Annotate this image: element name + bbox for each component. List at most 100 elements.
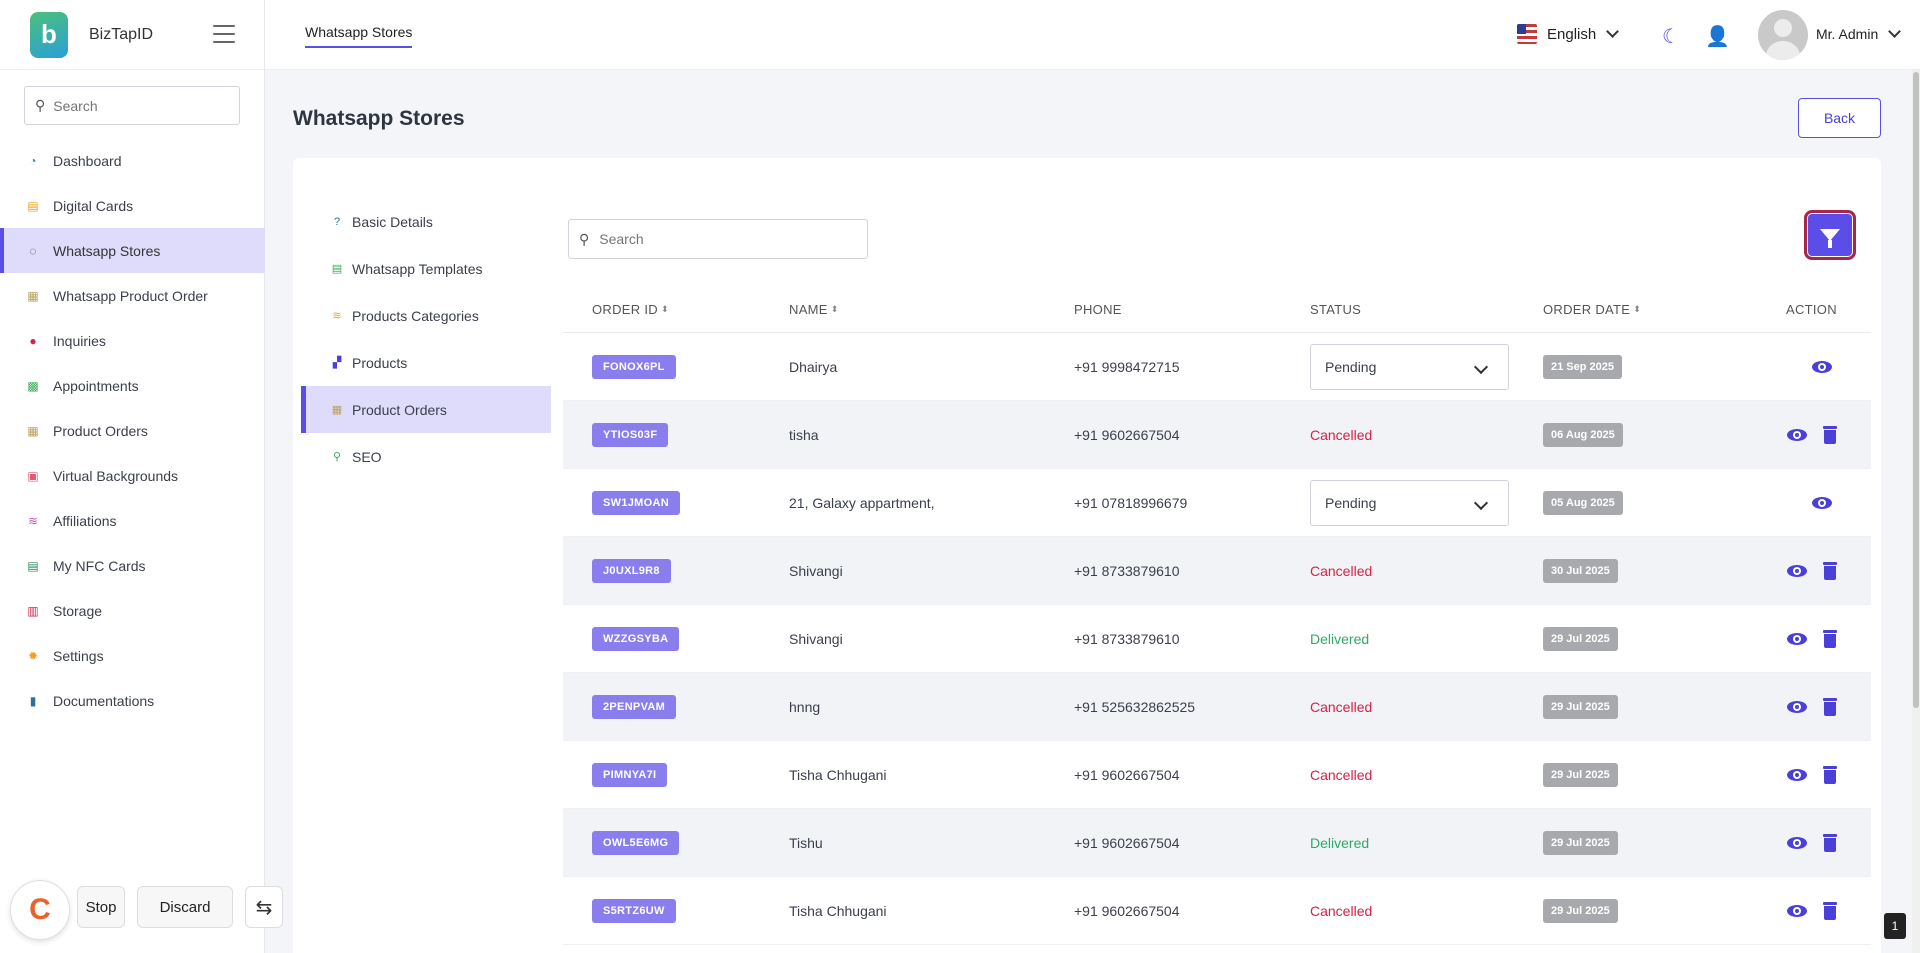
header-name[interactable]: NAME ⬍	[789, 302, 839, 317]
delete-button[interactable]	[1823, 766, 1837, 784]
view-button[interactable]	[1786, 697, 1808, 717]
table-search[interactable]: ⚲	[568, 219, 868, 259]
sidebar-item-product-orders[interactable]: ▦ Product Orders	[0, 408, 265, 453]
order-id-badge[interactable]: 2PENPVAM	[592, 695, 677, 719]
order-id-badge[interactable]: WZZGSYBA	[592, 627, 680, 651]
delete-button[interactable]	[1823, 902, 1837, 920]
submenu-item-products[interactable]: ▞ Products	[301, 339, 551, 386]
sidebar-item-settings[interactable]: ✹ Settings	[0, 633, 265, 678]
view-button[interactable]	[1786, 629, 1808, 649]
name-cell: Shivangi	[789, 563, 843, 579]
sidebar-item-label: Affiliations	[53, 512, 117, 529]
filter-button[interactable]	[1804, 210, 1856, 260]
delete-button[interactable]	[1823, 834, 1837, 852]
order-id-badge[interactable]: OWL5E6MG	[592, 831, 680, 855]
swap-icon[interactable]: ⇆	[245, 886, 283, 928]
trash-icon	[1823, 562, 1837, 580]
name-cell: Tishu	[789, 835, 823, 851]
delete-button[interactable]	[1823, 630, 1837, 648]
view-button[interactable]	[1786, 765, 1808, 785]
date-cell: 05 Aug 2025	[1543, 469, 1623, 537]
sidebar-search[interactable]: ⚲	[24, 86, 240, 125]
status-cell: Cancelled	[1310, 537, 1372, 605]
order-id-badge[interactable]: PIMNYA7I	[592, 763, 668, 787]
user-check-icon[interactable]: 👤	[1705, 26, 1730, 48]
order-id-badge[interactable]: SW1JMOAN	[592, 491, 680, 515]
status-text: Cancelled	[1310, 427, 1373, 443]
scrollbar-thumb[interactable]	[1913, 72, 1919, 708]
sidebar-item-appointments[interactable]: ▩ Appointments	[0, 363, 265, 408]
sidebar-item-whatsapp-product-order[interactable]: ▦ Whatsapp Product Order	[0, 273, 265, 318]
header-status: STATUS	[1310, 302, 1361, 317]
sidebar-item-dashboard[interactable]: ◔ Dashboard	[0, 138, 265, 183]
delete-button[interactable]	[1823, 698, 1837, 716]
name-cell: Tisha Chhugani	[789, 767, 887, 783]
phone-cell: +91 9998472715	[1074, 359, 1180, 375]
sidebar-item-label: Dashboard	[53, 152, 122, 169]
submenu-item-label: Whatsapp Templates	[352, 260, 483, 277]
sidebar-item-label: Appointments	[53, 377, 139, 394]
eye-icon	[1786, 697, 1808, 717]
avatar[interactable]	[1758, 10, 1808, 60]
sort-icon: ⬍	[660, 304, 669, 314]
delete-button[interactable]	[1823, 562, 1837, 580]
money-icon: ▦	[331, 404, 343, 416]
date-cell: 29 Jul 2025	[1543, 809, 1618, 877]
tab-whatsapp-stores[interactable]: Whatsapp Stores	[305, 24, 413, 48]
sort-icon: ⬍	[830, 304, 839, 314]
sidebar-item-inquiries[interactable]: ● Inquiries	[0, 318, 265, 363]
stop-button[interactable]: Stop	[77, 886, 125, 928]
phone-cell: +91 9602667504	[1074, 903, 1180, 919]
moon-icon[interactable]: ☾	[1662, 26, 1680, 48]
sidebar-item-whatsapp-stores[interactable]: ◌ Whatsapp Stores	[0, 228, 265, 273]
status-select[interactable]: Pending	[1310, 344, 1509, 390]
view-button[interactable]	[1786, 833, 1808, 853]
status-text: Cancelled	[1310, 767, 1373, 783]
sidebar-item-affiliations[interactable]: ≋ Affiliations	[0, 498, 265, 543]
order-date-badge: 21 Sep 2025	[1543, 355, 1622, 379]
dashboard-icon: ◔	[29, 153, 37, 168]
sidebar-item-digital-cards[interactable]: ▤ Digital Cards	[0, 183, 265, 228]
user-menu[interactable]: Mr. Admin	[1816, 25, 1902, 42]
submenu-item-label: Products	[352, 354, 408, 371]
delete-button[interactable]	[1823, 426, 1837, 444]
submenu-item-products-categories[interactable]: ≋ Products Categories	[301, 292, 551, 339]
hamburger-menu-icon[interactable]	[213, 25, 235, 43]
header-order-id[interactable]: ORDER ID ⬍	[592, 302, 669, 317]
header-order-date[interactable]: ORDER DATE ⬍	[1543, 302, 1641, 317]
header-action: ACTION	[1786, 302, 1837, 317]
language-selector[interactable]: English	[1517, 24, 1620, 44]
boxes-icon: ▞	[332, 357, 342, 369]
view-button[interactable]	[1811, 357, 1833, 377]
submenu-item-product-orders[interactable]: ▦ Product Orders	[301, 386, 551, 433]
submenu-item-basic-details[interactable]: ? Basic Details	[301, 198, 551, 245]
order-id-badge[interactable]: YTIOS03F	[592, 423, 669, 447]
back-button[interactable]: Back	[1798, 98, 1881, 138]
order-date-badge: 30 Jul 2025	[1543, 559, 1618, 583]
topbar: Whatsapp Stores English ☾ 👤 Mr. Admin	[265, 0, 1920, 70]
sidebar-item-my-nfc-cards[interactable]: ▤ My NFC Cards	[0, 543, 265, 588]
brand[interactable]: b BizTapID	[0, 0, 264, 70]
submenu-item-whatsapp-templates[interactable]: ▤ Whatsapp Templates	[301, 245, 551, 292]
discard-button[interactable]: Discard	[137, 886, 233, 928]
eye-icon	[1786, 629, 1808, 649]
table-row: PIMNYA7I Tisha Chhugani +91 9602667504 Canc…	[563, 741, 1871, 809]
sidebar-item-virtual-backgrounds[interactable]: ▣ Virtual Backgrounds	[0, 453, 265, 498]
order-id-badge[interactable]: S5RTZ6UW	[592, 899, 676, 923]
submenu-item-seo[interactable]: ⚲ SEO	[301, 433, 551, 480]
sidebar-item-documentations[interactable]: ▮ Documentations	[0, 678, 265, 723]
view-button[interactable]	[1786, 425, 1808, 445]
view-button[interactable]	[1786, 901, 1808, 921]
order-id-badge[interactable]: J0UXL9R8	[592, 559, 671, 583]
assistant-logo[interactable]: C	[10, 880, 70, 940]
view-button[interactable]	[1811, 493, 1833, 513]
search-icon: ⚲	[35, 97, 46, 113]
sidebar-search-input[interactable]	[53, 97, 224, 114]
sidebar-item-storage[interactable]: ▥ Storage	[0, 588, 265, 633]
status-select[interactable]: Pending	[1310, 480, 1509, 526]
order-id-badge[interactable]: FONOX6PL	[592, 355, 676, 379]
name-cell: Shivangi	[789, 631, 843, 647]
view-button[interactable]	[1786, 561, 1808, 581]
table-search-input[interactable]	[599, 231, 850, 247]
table-row: SW1JMOAN 21, Galaxy appartment, +91 078189…	[563, 469, 1871, 537]
